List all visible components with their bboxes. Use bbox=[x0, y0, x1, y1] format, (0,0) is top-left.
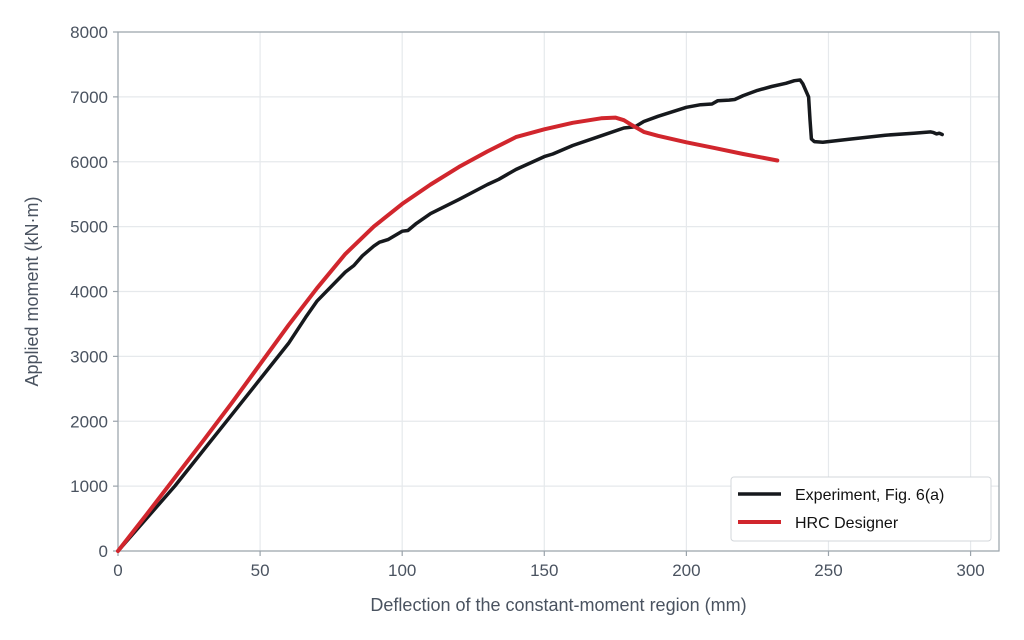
y-tick-label: 3000 bbox=[70, 347, 108, 366]
legend-label-hrc-designer: HRC Designer bbox=[795, 515, 899, 532]
y-tick-label: 8000 bbox=[70, 23, 108, 42]
x-tick-label: 300 bbox=[956, 561, 984, 580]
y-tick-label: 5000 bbox=[70, 218, 108, 237]
x-tick-label: 250 bbox=[814, 561, 842, 580]
x-tick-label: 50 bbox=[251, 561, 270, 580]
axis-ticks: 0 50 100 150 200 250 3000100020003000400050006… bbox=[70, 23, 985, 580]
legend: Experiment, Fig. 6(a) HRC Designer bbox=[730, 476, 992, 542]
legend-box bbox=[730, 476, 992, 542]
grid bbox=[117, 31, 999, 552]
y-axis-label: Applied moment (kN·m) bbox=[22, 196, 42, 386]
x-tick-label: 0 bbox=[113, 561, 122, 580]
x-axis-label: Deflection of the constant-moment region… bbox=[370, 595, 746, 615]
series-line-hrc-designer bbox=[116, 115, 780, 553]
y-tick-label: 1000 bbox=[70, 477, 108, 496]
y-tick-label: 0 bbox=[99, 542, 108, 561]
x-tick-label: 200 bbox=[672, 561, 700, 580]
y-tick-label: 2000 bbox=[70, 412, 108, 431]
y-tick-label: 6000 bbox=[70, 153, 108, 172]
series-lines bbox=[116, 78, 944, 553]
y-tick-label: 4000 bbox=[70, 283, 108, 302]
x-tick-label: 100 bbox=[388, 561, 416, 580]
y-tick-label: 7000 bbox=[70, 88, 108, 107]
x-tick-label: 150 bbox=[530, 561, 558, 580]
legend-label-experiment: Experiment, Fig. 6(a) bbox=[795, 487, 944, 504]
